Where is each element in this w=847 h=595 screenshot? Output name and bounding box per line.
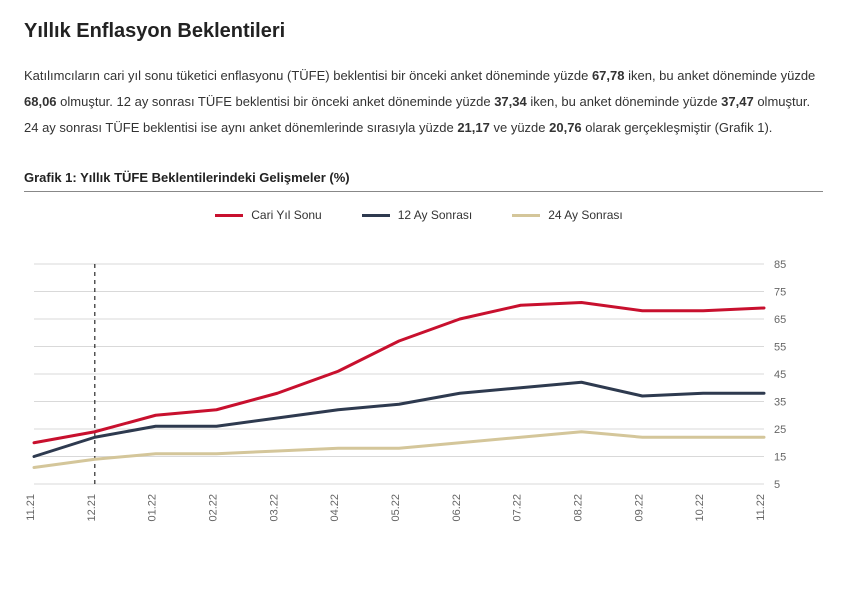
- chart-title-prefix: Grafik 1:: [24, 170, 80, 185]
- para-text: iken, bu anket döneminde yüzde: [527, 94, 721, 109]
- series-line: [34, 303, 764, 443]
- x-tick-label: 01.22: [147, 494, 159, 522]
- para-text: ve yüzde: [490, 120, 549, 135]
- chart-title-main: Yıllık TÜFE Beklentilerindeki Gelişmeler: [80, 170, 326, 185]
- line-chart: 5 15 25 35 45 55 65 75 85 11.21 12.21 01.22 02.22 03.…: [24, 228, 814, 528]
- x-tick-label: 12.21: [86, 494, 98, 522]
- para-value: 68,06: [24, 94, 57, 109]
- legend-label: Cari Yıl Sonu: [251, 208, 321, 222]
- y-tick-label: 85: [774, 259, 786, 271]
- chart-title: Grafik 1: Yıllık TÜFE Beklentilerindeki …: [24, 170, 350, 185]
- x-tick-label: 11.22: [755, 494, 767, 521]
- series-line: [34, 432, 764, 468]
- y-tick-label: 35: [774, 397, 786, 409]
- legend-swatch: [362, 214, 390, 217]
- y-tick-label: 75: [774, 287, 786, 299]
- para-value: 37,47: [721, 94, 754, 109]
- chart-title-row: Grafik 1: Yıllık TÜFE Beklentilerindeki …: [24, 169, 823, 192]
- legend-swatch: [512, 214, 540, 217]
- x-tick-label: 09.22: [633, 494, 645, 522]
- chart-container: Cari Yıl Sonu12 Ay Sonrası24 Ay Sonrası …: [24, 204, 814, 514]
- page-title: Yıllık Enflasyon Beklentileri: [24, 20, 823, 43]
- para-text: iken, bu anket döneminde yüzde: [624, 68, 815, 83]
- x-tick-label: 11.21: [25, 494, 37, 521]
- chart-legend: Cari Yıl Sonu 12 Ay Sonrası 24 Ay Sonrası: [24, 204, 814, 228]
- x-tick-label: 08.22: [573, 494, 585, 522]
- y-tick-label: 45: [774, 369, 786, 381]
- para-text: Katılımcıların cari yıl sonu tüketici en…: [24, 68, 592, 83]
- y-tick-label: 5: [774, 479, 780, 491]
- legend-label: 12 Ay Sonrası: [398, 208, 473, 222]
- para-value: 37,34: [494, 94, 527, 109]
- x-tick-label: 05.22: [390, 494, 402, 522]
- legend-label: 24 Ay Sonrası: [548, 208, 623, 222]
- y-tick-label: 25: [774, 424, 786, 436]
- para-text: olmuştur. 12 ay sonrası TÜFE beklentisi …: [57, 94, 495, 109]
- x-tick-label: 10.22: [694, 494, 706, 522]
- para-value: 21,17: [457, 120, 490, 135]
- x-tick-label: 02.22: [208, 494, 220, 522]
- legend-swatch: [215, 214, 243, 217]
- y-tick-label: 55: [774, 342, 786, 354]
- legend-item: Cari Yıl Sonu: [215, 208, 321, 222]
- legend-item: 24 Ay Sonrası: [512, 208, 623, 222]
- y-tick-label: 65: [774, 314, 786, 326]
- para-value: 67,78: [592, 68, 625, 83]
- chart-title-suffix: (%): [326, 170, 350, 185]
- y-tick-label: 15: [774, 452, 786, 464]
- legend-item: 12 Ay Sonrası: [362, 208, 473, 222]
- x-tick-label: 06.22: [451, 494, 463, 522]
- x-tick-label: 04.22: [329, 494, 341, 522]
- x-tick-label: 03.22: [268, 494, 280, 522]
- para-value: 20,76: [549, 120, 582, 135]
- intro-paragraph: Katılımcıların cari yıl sonu tüketici en…: [24, 63, 823, 141]
- para-text: olarak gerçekleşmiştir (Grafik 1).: [582, 120, 773, 135]
- x-tick-label: 07.22: [512, 494, 524, 522]
